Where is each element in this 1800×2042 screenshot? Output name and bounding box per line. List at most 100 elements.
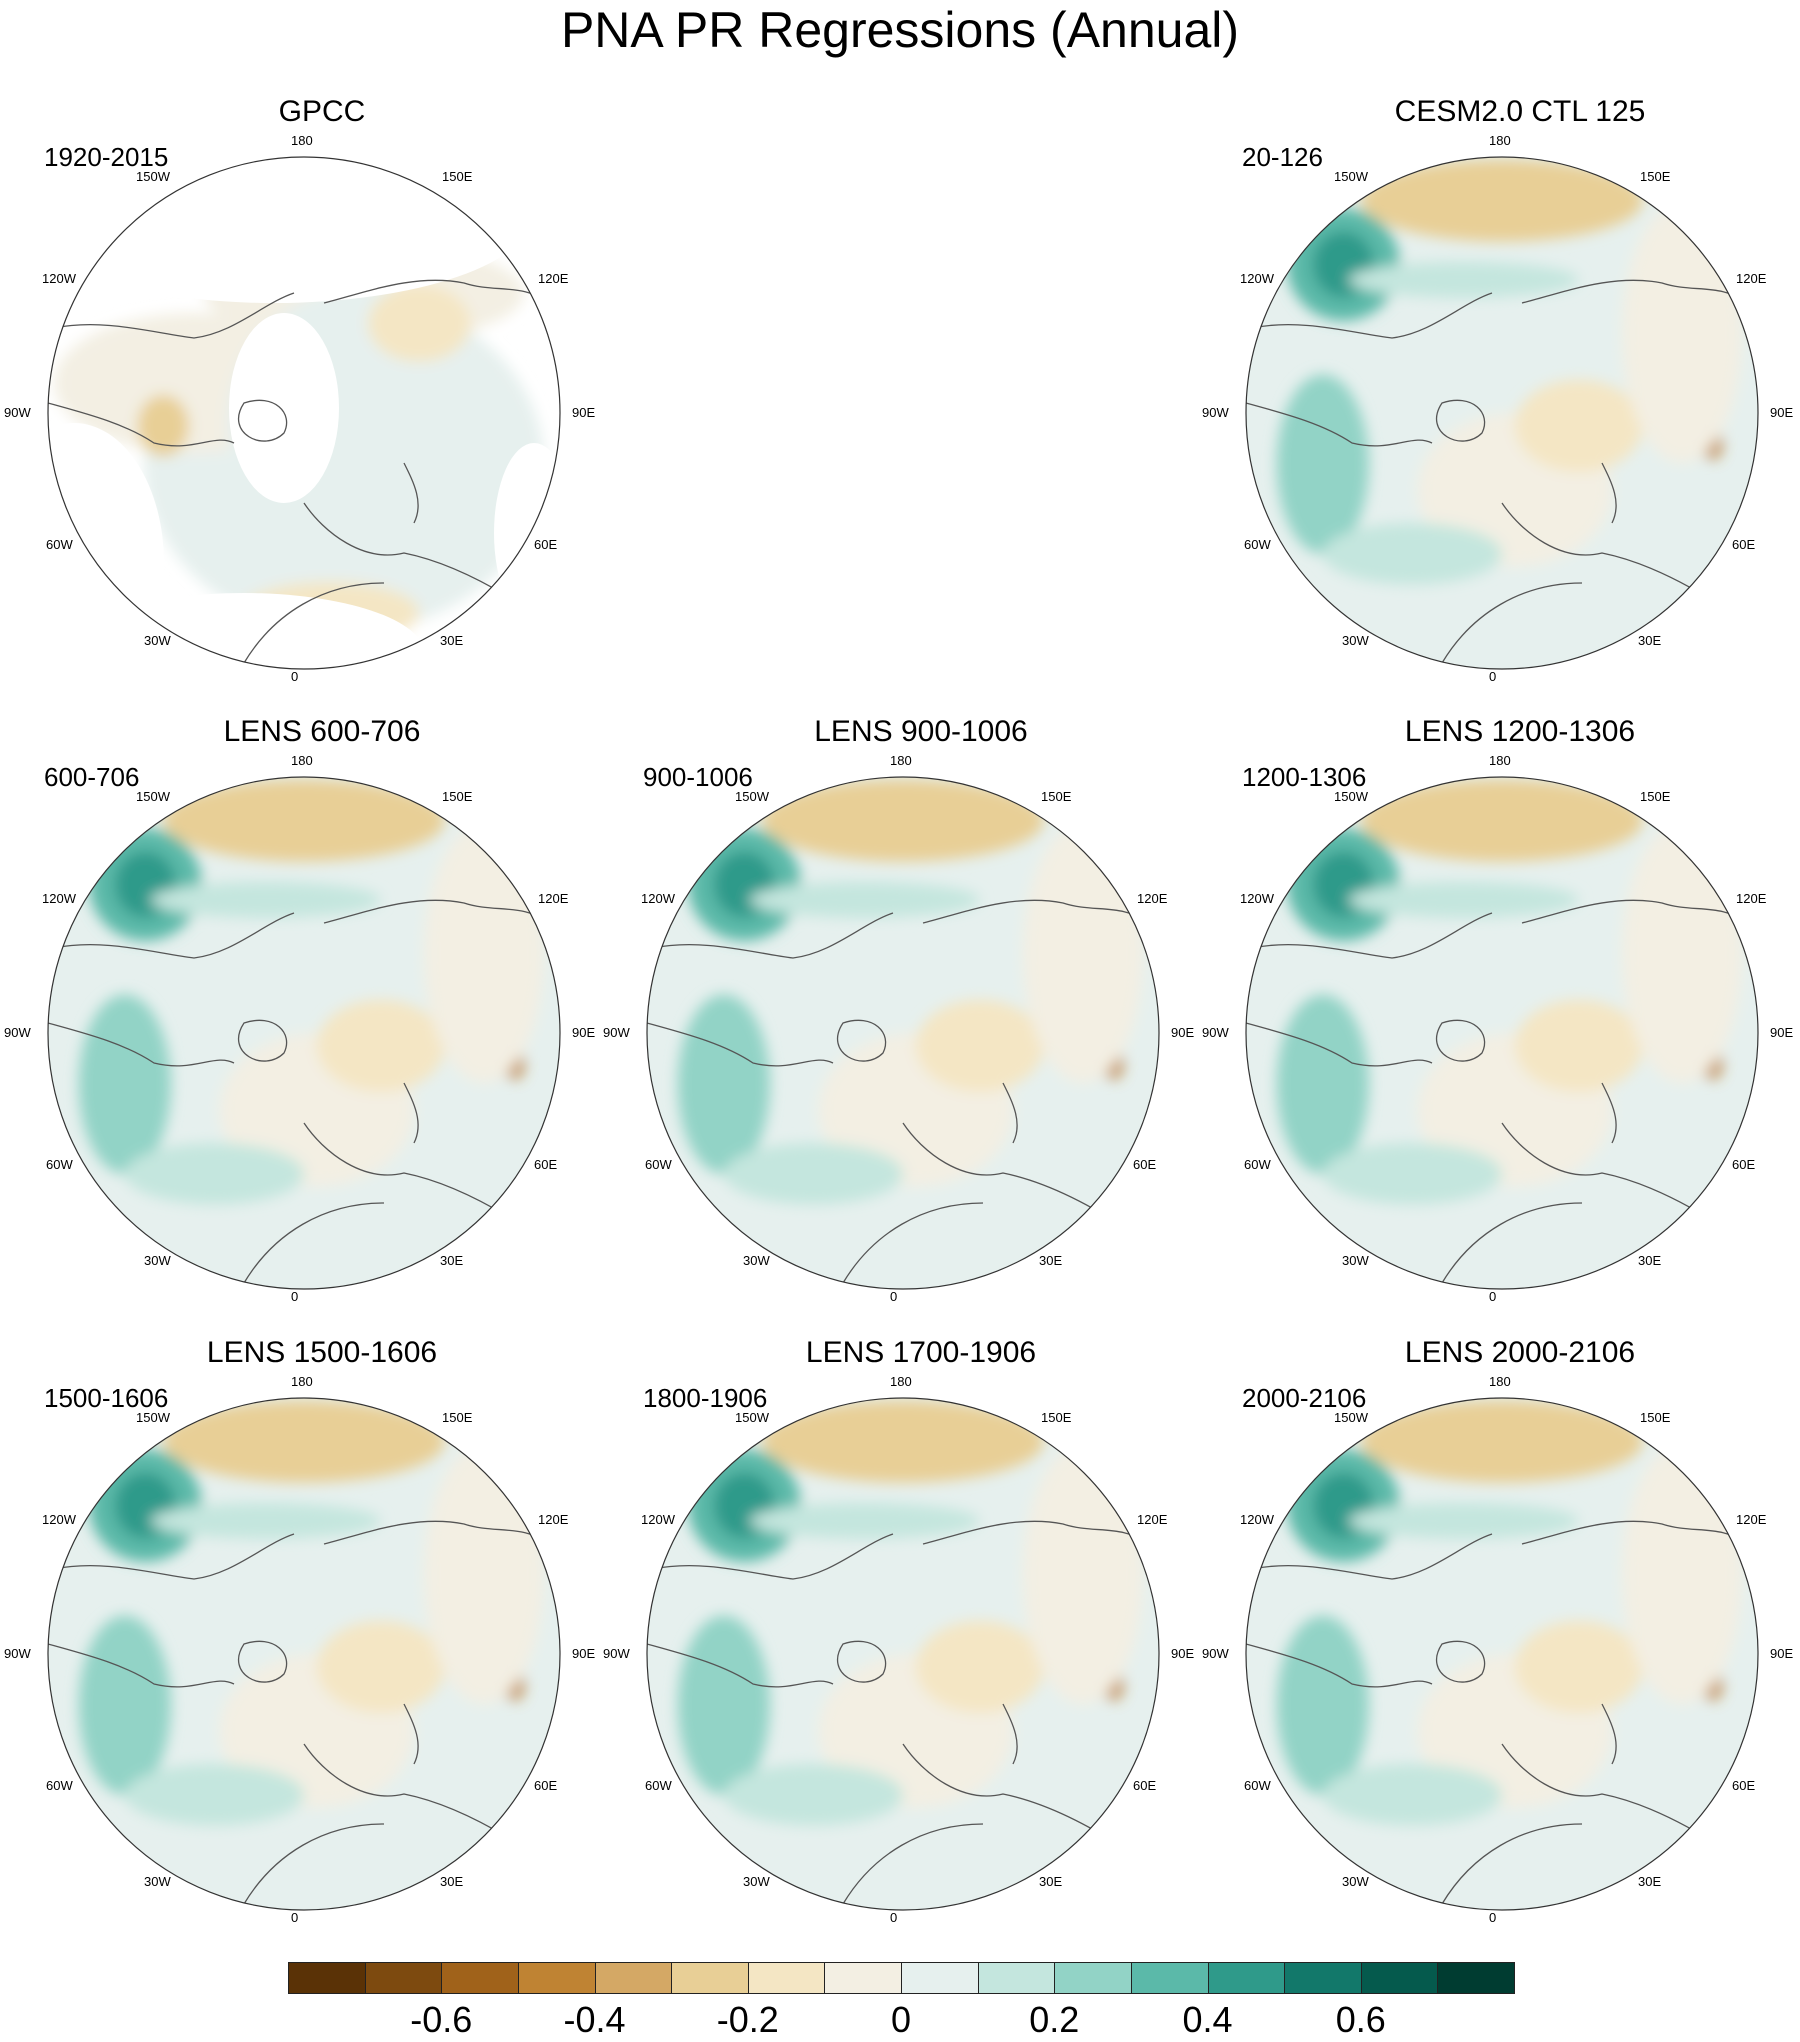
field-anomaly: [1361, 159, 1643, 242]
field-anomaly: [368, 285, 471, 362]
longitude-label: 90W: [603, 1025, 630, 1040]
coastline: [922, 899, 1149, 924]
field-anomaly: [749, 1502, 980, 1539]
field-anomaly: [749, 881, 980, 918]
coastline: [1246, 402, 1433, 447]
longitude-label: 120E: [1137, 1512, 1168, 1527]
panel-title: LENS 1700-1906: [805, 1336, 1037, 1369]
colorbar-swatch: [1207, 1962, 1286, 1994]
colorbar-swatch: [1054, 1962, 1132, 1994]
panel-period-label: 2000-2106: [1242, 1383, 1367, 1413]
longitude-label: 30E: [1638, 1253, 1662, 1268]
field-anomaly: [150, 881, 381, 918]
colorbar-swatch: [747, 1962, 826, 1994]
longitude-label: 150E: [442, 1410, 473, 1425]
polar-stereographic-map: [47, 156, 561, 670]
colorbar-swatch: [594, 1962, 673, 1994]
longitude-label: 120E: [538, 1512, 569, 1527]
longitude-label: 60E: [1133, 1157, 1157, 1172]
longitude-label: 60W: [46, 1157, 73, 1172]
coastline-greenland: [237, 399, 288, 442]
longitude-label: 150W: [136, 169, 170, 184]
panel-title: LENS 1200-1306: [1404, 715, 1636, 748]
field-anomaly: [1322, 1143, 1502, 1205]
longitude-label: 120W: [1240, 1512, 1274, 1527]
field-anomaly: [762, 779, 1044, 862]
longitude-label: 150W: [1334, 1410, 1368, 1425]
field-anomaly: [1622, 1444, 1742, 1704]
longitude-label: 180: [1489, 133, 1511, 148]
colorbar-tick-label: 0.4: [1182, 1999, 1233, 2040]
coastline-greenland: [237, 1640, 288, 1683]
colorbar-swatch: [288, 1962, 366, 1994]
panel-period-label: 600-706: [44, 762, 140, 792]
longitude-label: 120E: [1736, 271, 1767, 286]
field-anomaly: [1348, 261, 1579, 298]
colorbar-swatch: [977, 1962, 1056, 1994]
polar-stereographic-map: [1245, 1397, 1759, 1911]
panel-period-label: 900-1006: [643, 762, 753, 792]
field-anomaly: [150, 1502, 381, 1539]
field-anomaly: [78, 1615, 171, 1795]
coastline: [48, 402, 235, 447]
longitude-label: 150E: [1640, 789, 1671, 804]
longitude-label: 90E: [1770, 1646, 1794, 1661]
map-panel: CESM2.0 CTL 125 20-126 180 150E 120E 90E 60E 30…: [1202, 95, 1800, 695]
longitude-label: 30W: [144, 1874, 171, 1889]
longitude-label: 120W: [42, 891, 76, 906]
coastline-africa: [842, 1823, 984, 1905]
longitude-label: 60E: [1732, 1778, 1756, 1793]
polar-stereographic-map: [47, 1397, 561, 1911]
longitude-label: 90E: [572, 405, 596, 420]
colorbar-swatch: [901, 1962, 979, 1994]
field-anomaly: [316, 999, 445, 1092]
field-anomaly: [1322, 523, 1502, 585]
colorbar: [288, 1962, 1515, 1996]
longitude-label: 30W: [1342, 1874, 1369, 1889]
field-anomaly: [424, 1444, 544, 1704]
longitude-label: 150E: [442, 789, 473, 804]
field-anomaly: [1023, 1444, 1143, 1704]
longitude-label: 150E: [1041, 1410, 1072, 1425]
longitude-label: 0: [291, 1910, 299, 1925]
longitude-label: 180: [1489, 1374, 1511, 1389]
field-anomaly: [78, 994, 171, 1174]
longitude-label: 90W: [4, 1025, 31, 1040]
field-anomaly: [163, 1400, 445, 1483]
figure-title: PNA PR Regressions (Annual): [560, 2, 1240, 58]
map-panel: LENS 1500-1606 1500-1606 180 150E 120E 90E 60E…: [4, 1336, 602, 1936]
panel-period-label: 1800-1906: [643, 1383, 768, 1413]
map-boundary: [1245, 1397, 1759, 1911]
field-anomaly: [723, 1143, 903, 1205]
coastline: [323, 1520, 550, 1545]
longitude-label: 120E: [1137, 891, 1168, 906]
colorbar-swatch: [517, 1962, 596, 1994]
map-panel: LENS 600-706 600-706 180 150E 120E 90E 60E 30E 0…: [4, 715, 602, 1315]
longitude-label: 30W: [144, 1253, 171, 1268]
coastline: [1246, 1643, 1433, 1688]
longitude-label: 180: [291, 753, 313, 768]
field-anomaly: [677, 994, 770, 1174]
panel-period-label: 1500-1606: [44, 1383, 169, 1413]
coastline-africa: [243, 1202, 385, 1284]
coastline: [403, 1082, 419, 1144]
longitude-label: 150W: [136, 1410, 170, 1425]
longitude-label: 90W: [4, 1646, 31, 1661]
missing-data-area: [48, 157, 534, 303]
coastline: [647, 1643, 834, 1688]
coastline-greenland: [836, 1019, 887, 1062]
field-anomaly: [316, 1620, 445, 1713]
field-anomaly: [1622, 823, 1742, 1083]
longitude-label: 60W: [645, 1157, 672, 1172]
coastline: [323, 279, 550, 304]
longitude-label: 30W: [144, 633, 171, 648]
colorbar-swatch: [1130, 1962, 1209, 1994]
map-boundary: [47, 1397, 561, 1911]
panel-title: GPCC: [278, 95, 366, 128]
coastline: [1002, 1082, 1018, 1144]
coastline-africa: [1441, 1202, 1583, 1284]
longitude-label: 60E: [534, 1778, 558, 1793]
polar-stereographic-map: [1245, 156, 1759, 670]
field-anomaly: [124, 1764, 305, 1826]
missing-data-area: [64, 593, 424, 669]
